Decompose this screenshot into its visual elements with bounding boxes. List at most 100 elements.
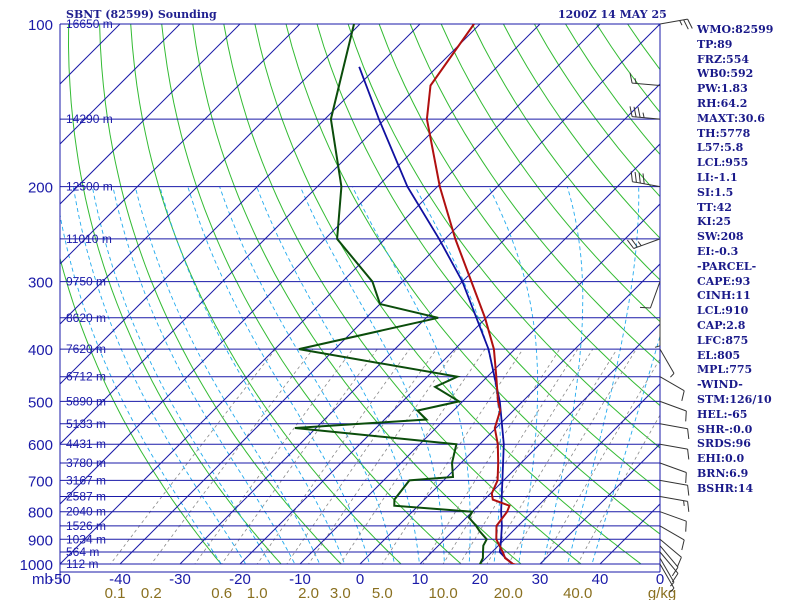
index-item: -PARCEL- [697,259,757,273]
index-item: L57:5.8 [697,141,744,155]
mixing-ratio-line [256,348,410,564]
temperature-tick-label: 0 [356,571,364,588]
mixing-ratio-label: 0.2 [141,585,162,600]
isotherm-line [60,24,361,325]
temperature-tick-label: 40 [592,571,609,588]
index-item: LCL:955 [697,156,749,170]
sounding-traces [294,24,518,564]
wind-barb-flag [683,19,689,30]
isotherm-line [60,24,601,564]
height-label: 112 m [66,557,98,571]
height-label: 5133 m [66,417,106,431]
height-label: 4431 m [66,437,106,451]
wind-barb-staff [659,18,688,25]
moist-adiabat-line [72,186,247,564]
temperature-tick-label: 20 [472,571,489,588]
wind-barb-flag [629,106,633,117]
isotherm-line [179,83,660,564]
dry-adiabats [60,24,660,564]
isotherm-line [60,24,481,445]
mixing-ratio-label: 3.0 [330,585,351,600]
isotherm-line [60,24,61,25]
wind-barb-staff [659,538,682,558]
index-item: KI:25 [697,215,732,229]
height-label: 3780 m [66,456,106,470]
wind-barbs [627,18,693,593]
wind-barb-flag [638,172,641,184]
mixing-ratio-line [422,348,561,564]
pressure-tick-label: 300 [28,275,53,292]
pressure-tick-label: 500 [28,394,53,411]
index-item: MAXT:30.6 [697,111,765,125]
dry-adiabat-line [409,24,660,365]
index-item: LI:-1.1 [697,170,738,184]
height-label: 564 m [66,545,99,559]
mixing-ratio-line [442,348,579,564]
temperature-trace [425,24,518,564]
height-label: 8620 m [66,311,106,325]
height-label: 14290 m [66,112,113,126]
height-label: 11010 m [66,232,112,246]
mixing-ratio-label: 0.6 [211,585,232,600]
height-label: 1526 m [66,519,106,533]
dry-adiabat-line [378,24,660,407]
wind-barb-flag [687,449,690,460]
mixing-ratio-line [486,348,618,564]
dry-adiabat-line [440,24,660,323]
height-label: 3167 m [66,473,106,487]
mixing-ratio-line [381,348,524,564]
index-item: EHI:0.0 [697,452,745,466]
index-item: SHR-:0.0 [697,422,753,436]
index-item: STM:126/10 [697,392,772,406]
index-item: TP:89 [697,37,733,51]
moist-adiabats [60,186,660,564]
temperature-tick-label: -10 [289,571,311,588]
isotherm-line [60,24,241,205]
index-item: CAP:2.8 [697,318,746,332]
isotherm-line [479,383,660,564]
isotherm-line [539,443,660,564]
wind-barb-staff [632,116,661,120]
wind-barb-flag [687,501,690,512]
wind-barb-flag [676,557,682,568]
wind-barb-flag [681,390,685,402]
pressure-tick-label: 200 [28,180,53,197]
stability-indices-list: WMO:82599 TP:89 FRZ:554 WB0:592 PW:1.83 RH:64… [697,23,797,497]
height-label: 2040 m [66,505,106,519]
temperature-tick-label: 0 [656,571,664,588]
index-item: RH:64.2 [697,96,748,110]
isotherm-line [60,24,421,385]
pressure-tick-label: 400 [28,342,53,359]
isobars [59,23,661,583]
wind-barb-flag [630,238,638,248]
wind-barb-staff [632,82,661,86]
pressure-tick-label: 800 [28,505,53,522]
index-item: EI:-0.3 [697,244,739,258]
mixing-ratio-line [286,348,437,564]
observation-time: 1200Z 14 MAY 25 [558,8,667,21]
wind-barb-staff [632,181,661,188]
wind-barb-flag [630,171,633,182]
wind-barb-staff [659,376,685,392]
dry-adiabat-line [285,24,660,535]
index-item: LFC:875 [697,333,749,347]
dry-adiabat-line [67,24,282,564]
wind-barb-flag [687,428,690,440]
wind-barb-staff [659,496,688,502]
wind-barb-staff [659,462,687,473]
wind-barb-staff [659,557,675,583]
dry-adiabat-line [60,256,222,564]
isotherm-line [60,24,181,145]
index-item: SRDS:96 [697,437,751,451]
wind-barb-flag [687,18,693,29]
mixing-ratio-line [339,348,486,564]
moist-adiabat-line [351,186,471,564]
wind-barb-staff [659,551,679,574]
index-item: -WIND- [697,378,743,392]
moist-adiabat-line [219,186,395,564]
wind-barb-halfflag [642,112,645,118]
mixing-ratio-line [308,348,457,564]
wind-barb-halfflag [637,241,642,246]
wind-barb-flag [639,306,651,309]
dry-adiabat-line [254,24,642,564]
